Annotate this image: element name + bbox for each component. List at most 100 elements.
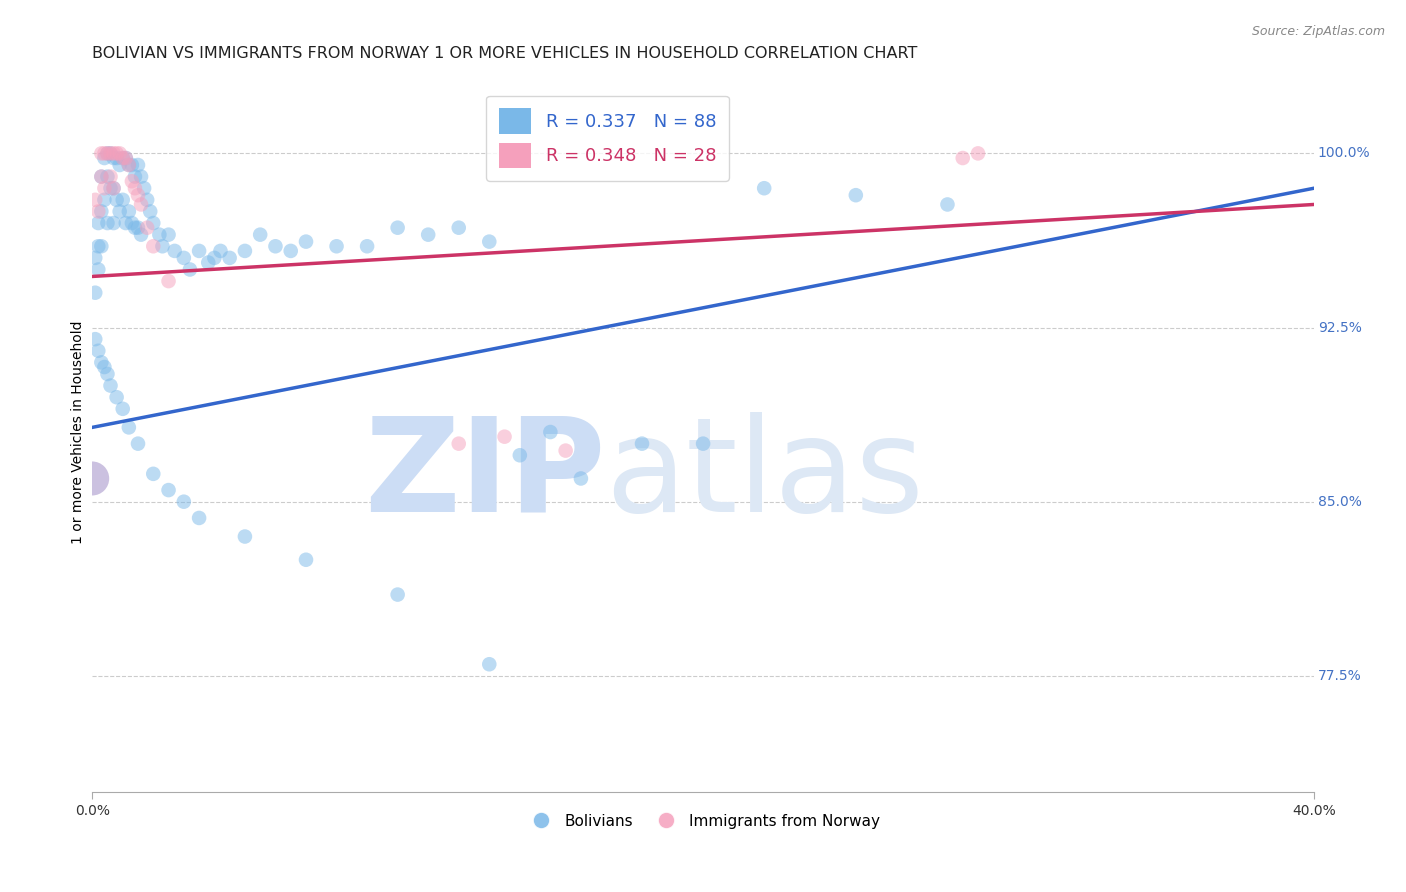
Point bbox=[478, 657, 501, 672]
Point bbox=[118, 204, 141, 219]
Point bbox=[96, 367, 118, 381]
Point bbox=[93, 181, 115, 195]
Point bbox=[233, 529, 256, 543]
Point bbox=[84, 285, 107, 300]
Point bbox=[142, 467, 165, 481]
Point bbox=[631, 436, 654, 450]
Point bbox=[387, 220, 409, 235]
Point bbox=[142, 239, 165, 253]
Point bbox=[108, 158, 131, 172]
Point bbox=[118, 420, 141, 434]
Point bbox=[132, 181, 155, 195]
Point bbox=[173, 494, 195, 508]
Point bbox=[118, 158, 141, 172]
Point bbox=[121, 216, 143, 230]
Text: ZIP: ZIP bbox=[364, 412, 606, 539]
Point bbox=[103, 181, 125, 195]
Legend: Bolivians, Immigrants from Norway: Bolivians, Immigrants from Norway bbox=[520, 807, 886, 835]
Point bbox=[157, 483, 180, 497]
Point bbox=[93, 151, 115, 165]
Point bbox=[90, 146, 112, 161]
Point bbox=[447, 436, 470, 450]
Point bbox=[356, 239, 378, 253]
Point bbox=[87, 239, 110, 253]
Point bbox=[952, 151, 974, 165]
Point bbox=[127, 436, 149, 450]
Point bbox=[127, 158, 149, 172]
Point bbox=[692, 436, 714, 450]
Point bbox=[114, 216, 136, 230]
Point bbox=[84, 193, 107, 207]
Point bbox=[569, 471, 592, 485]
Point bbox=[152, 239, 174, 253]
Point bbox=[129, 169, 152, 184]
Point bbox=[124, 169, 146, 184]
Point bbox=[124, 181, 146, 195]
Point bbox=[233, 244, 256, 258]
Point bbox=[100, 146, 122, 161]
Point bbox=[179, 262, 201, 277]
Point bbox=[163, 244, 186, 258]
Point bbox=[447, 220, 470, 235]
Point bbox=[936, 197, 959, 211]
Point bbox=[93, 146, 115, 161]
Point bbox=[494, 430, 516, 444]
Point bbox=[111, 151, 134, 165]
Text: atlas: atlas bbox=[606, 412, 924, 539]
Point bbox=[124, 220, 146, 235]
Point bbox=[114, 151, 136, 165]
Point bbox=[90, 239, 112, 253]
Point bbox=[173, 251, 195, 265]
Point bbox=[84, 332, 107, 346]
Point bbox=[136, 220, 159, 235]
Point bbox=[754, 181, 776, 195]
Point bbox=[118, 158, 141, 172]
Point bbox=[84, 251, 107, 265]
Point bbox=[87, 262, 110, 277]
Point bbox=[129, 197, 152, 211]
Point bbox=[157, 274, 180, 288]
Point bbox=[197, 255, 219, 269]
Point bbox=[90, 169, 112, 184]
Point bbox=[114, 151, 136, 165]
Point bbox=[96, 169, 118, 184]
Point bbox=[157, 227, 180, 242]
Point bbox=[139, 204, 162, 219]
Point bbox=[509, 448, 531, 462]
Point bbox=[121, 158, 143, 172]
Point bbox=[295, 553, 318, 567]
Point bbox=[845, 188, 868, 202]
Text: 85.0%: 85.0% bbox=[1317, 495, 1361, 508]
Text: Source: ZipAtlas.com: Source: ZipAtlas.com bbox=[1251, 25, 1385, 38]
Point bbox=[100, 378, 122, 392]
Point bbox=[111, 401, 134, 416]
Point bbox=[100, 146, 122, 161]
Point bbox=[249, 227, 271, 242]
Point bbox=[103, 181, 125, 195]
Point bbox=[136, 193, 159, 207]
Point bbox=[325, 239, 347, 253]
Point bbox=[103, 216, 125, 230]
Point bbox=[105, 151, 128, 165]
Point bbox=[280, 244, 302, 258]
Point bbox=[87, 343, 110, 358]
Point bbox=[87, 204, 110, 219]
Point bbox=[202, 251, 225, 265]
Point bbox=[967, 146, 990, 161]
Point bbox=[100, 181, 122, 195]
Point bbox=[105, 193, 128, 207]
Point bbox=[90, 204, 112, 219]
Text: 77.5%: 77.5% bbox=[1317, 669, 1361, 683]
Y-axis label: 1 or more Vehicles in Household: 1 or more Vehicles in Household bbox=[72, 320, 86, 544]
Point bbox=[90, 169, 112, 184]
Point bbox=[90, 355, 112, 369]
Text: BOLIVIAN VS IMMIGRANTS FROM NORWAY 1 OR MORE VEHICLES IN HOUSEHOLD CORRELATION C: BOLIVIAN VS IMMIGRANTS FROM NORWAY 1 OR … bbox=[93, 46, 918, 62]
Text: 92.5%: 92.5% bbox=[1317, 320, 1361, 334]
Point bbox=[554, 443, 576, 458]
Point bbox=[93, 359, 115, 374]
Point bbox=[96, 216, 118, 230]
Point bbox=[100, 169, 122, 184]
Point bbox=[111, 151, 134, 165]
Point bbox=[127, 220, 149, 235]
Point bbox=[148, 227, 170, 242]
